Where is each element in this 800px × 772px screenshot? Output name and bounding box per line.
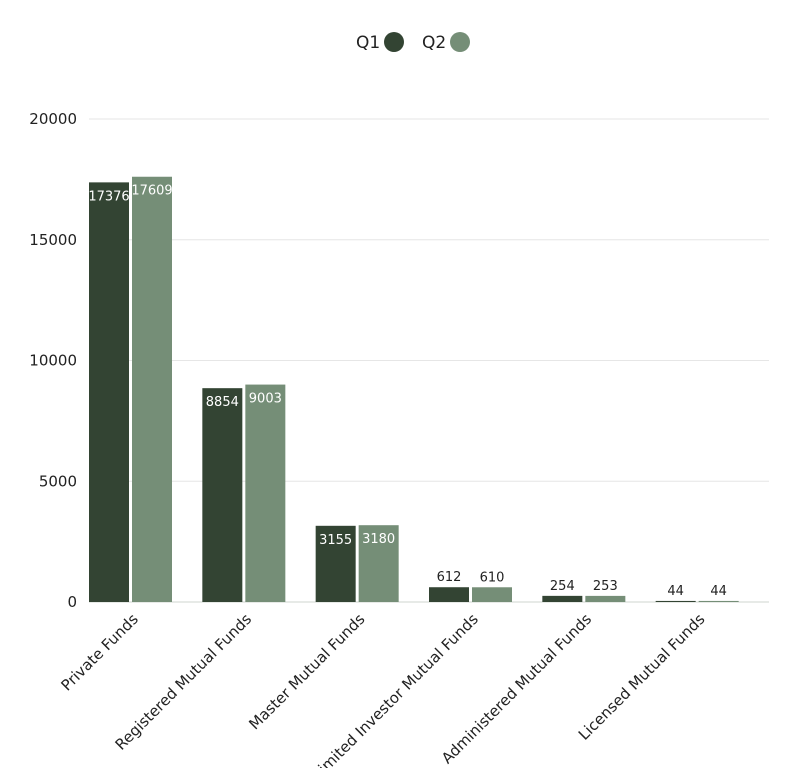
bar-administered-mutual-funds-q2 <box>585 595 626 602</box>
y-tick-label-0: 0 <box>67 593 77 611</box>
data-label-master-mutual-funds-q2: 3180 <box>362 532 395 547</box>
data-label-administered-mutual-funds-q1: 254 <box>550 579 575 594</box>
data-label-administered-mutual-funds-q2: 253 <box>593 579 618 594</box>
bar-licensed-mutual-funds-q1 <box>655 600 696 602</box>
data-label-registered-mutual-funds-q2: 9003 <box>249 392 282 407</box>
grid-lines <box>89 118 769 603</box>
legend: Q1 Q2 <box>356 32 470 53</box>
data-label-master-mutual-funds-q1: 3155 <box>319 533 352 548</box>
legend-label-q2: Q2 <box>422 33 446 53</box>
data-label-private-funds-q1: 17376 <box>88 189 129 204</box>
bar-registered-mutual-funds-q2 <box>245 384 286 602</box>
y-tick-label-20000: 20000 <box>29 110 77 128</box>
data-label-private-funds-q2: 17609 <box>131 184 172 199</box>
bar-master-mutual-funds-q1 <box>315 525 356 602</box>
bar-private-funds-q1 <box>89 182 129 602</box>
bar-registered-mutual-funds-q1 <box>202 388 243 602</box>
bar-master-mutual-funds-q2 <box>358 525 399 602</box>
bar-limited-investor-mutual-funds-q1 <box>429 587 469 602</box>
data-label-limited-investor-mutual-funds-q1: 612 <box>437 570 462 585</box>
y-tick-label-5000: 5000 <box>39 472 77 490</box>
bar-private-funds-q2 <box>132 176 172 602</box>
x-tick-label-licensed-mutual-funds: Licensed Mutual Funds <box>575 610 709 744</box>
x-tick-label-master-mutual-funds: Master Mutual Funds <box>245 610 368 733</box>
y-tick-label-15000: 15000 <box>29 231 77 249</box>
data-label-registered-mutual-funds-q1: 8854 <box>206 395 239 410</box>
bar-licensed-mutual-funds-q2 <box>698 600 739 602</box>
bar-administered-mutual-funds-q1 <box>542 595 583 602</box>
bars: 17376 17609 8854 9003 3155 3180 612 610 254 253 44… <box>88 176 739 602</box>
data-label-licensed-mutual-funds-q2: 44 <box>710 584 727 599</box>
data-label-licensed-mutual-funds-q1: 44 <box>667 584 684 599</box>
legend-swatch-q1 <box>384 32 404 52</box>
y-axis: 0 5000 10000 15000 20000 <box>29 110 77 611</box>
bar-limited-investor-mutual-funds-q2 <box>472 587 512 602</box>
x-tick-label-registered-mutual-funds: Registered Mutual Funds <box>112 610 256 754</box>
legend-swatch-q2 <box>450 32 470 52</box>
data-label-limited-investor-mutual-funds-q2: 610 <box>480 570 505 585</box>
legend-label-q1: Q1 <box>356 33 380 53</box>
x-tick-label-private-funds: Private Funds <box>58 610 142 694</box>
y-tick-label-10000: 10000 <box>29 352 77 370</box>
